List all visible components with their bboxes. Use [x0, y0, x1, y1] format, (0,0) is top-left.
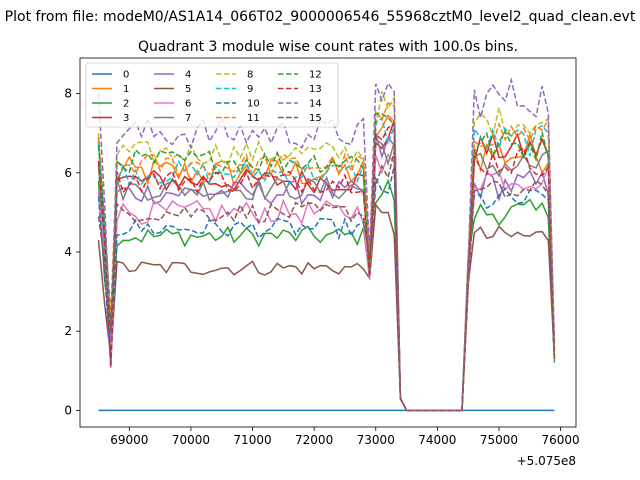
- legend-label-2: 2: [123, 99, 129, 110]
- x-tick-label: 72000: [295, 433, 333, 447]
- figure-suptitle: Plot from file: modeM0/AS1A14_066T02_900…: [5, 9, 636, 25]
- legend-label-6: 6: [185, 99, 191, 110]
- legend-label-14: 14: [309, 99, 322, 110]
- series-line-13: [97, 121, 556, 412]
- plot-area: [97, 77, 556, 412]
- series-line-14: [97, 77, 556, 412]
- series-line-7: [97, 137, 556, 412]
- legend-label-1: 1: [123, 84, 129, 95]
- legend-box: [85, 62, 339, 128]
- legend-label-7: 7: [185, 113, 191, 124]
- legend-label-9: 9: [247, 84, 253, 95]
- x-tick-label: 76000: [542, 433, 580, 447]
- legend-label-15: 15: [309, 113, 322, 124]
- legend-label-13: 13: [309, 84, 322, 95]
- series-line-6: [97, 152, 556, 412]
- x-tick-label: 71000: [233, 433, 271, 447]
- y-tick-label: 0: [64, 403, 72, 417]
- series-line-2: [97, 178, 556, 412]
- series-line-12: [97, 112, 556, 412]
- y-tick-label: 2: [64, 324, 72, 338]
- legend-label-4: 4: [185, 70, 191, 81]
- y-tick-label: 6: [64, 166, 72, 180]
- x-tick-label: 69000: [110, 433, 148, 447]
- legend-label-8: 8: [247, 70, 253, 81]
- legend-label-11: 11: [247, 113, 260, 124]
- series-line-15: [97, 151, 556, 412]
- series-line-5: [97, 202, 556, 412]
- y-tick-label: 4: [64, 245, 72, 259]
- x-axis: 69000 70000 71000 72000 73000 74000 75000 76000: [110, 427, 580, 447]
- legend-label-12: 12: [309, 70, 322, 81]
- x-tick-label: 73000: [357, 433, 395, 447]
- axes-frame: [79, 57, 577, 428]
- series-line-9: [97, 116, 556, 412]
- y-axis: 0 2 4 6 8: [64, 87, 80, 417]
- series-line-1: [97, 114, 556, 412]
- legend-label-3: 3: [123, 113, 129, 124]
- x-offset-label: +5.075e8: [517, 454, 576, 468]
- legend-label-5: 5: [185, 84, 191, 95]
- x-tick-label: 74000: [418, 433, 456, 447]
- chart-title: Quadrant 3 module wise count rates with …: [138, 39, 518, 55]
- x-tick-label: 70000: [172, 433, 210, 447]
- series-line-4: [97, 133, 556, 412]
- series-line-10: [97, 166, 556, 412]
- series-line-8: [97, 91, 556, 412]
- x-tick-label: 75000: [480, 433, 518, 447]
- legend-label-0: 0: [123, 70, 129, 81]
- y-tick-label: 8: [64, 87, 72, 101]
- legend-label-10: 10: [247, 99, 260, 110]
